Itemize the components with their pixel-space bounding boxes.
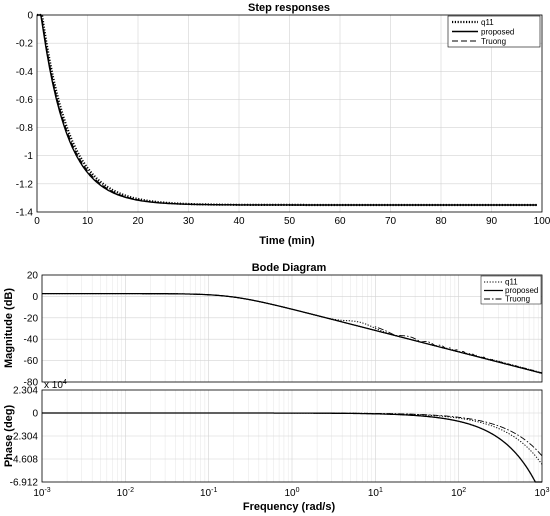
bode-x-tick-label: 102 xyxy=(451,487,466,499)
bode-x-tick-label: 100 xyxy=(284,487,299,499)
magnitude-y-axis-label: Magnitude (dB) xyxy=(3,288,15,368)
phase-exponent-label: x 104 xyxy=(44,379,67,391)
phase-series-line-truong xyxy=(42,412,543,457)
magnitude-y-tick-label: 20 xyxy=(27,271,39,282)
step-x-tick-label: 70 xyxy=(385,216,397,227)
step-x-tick-label: 40 xyxy=(233,216,245,227)
step-x-tick-label: 60 xyxy=(334,216,346,227)
bode-legend-label: proposed xyxy=(505,286,538,295)
step-title: Step responses xyxy=(248,2,330,14)
magnitude-y-tick-label: -20 xyxy=(24,313,39,324)
step-y-tick-label: -0.2 xyxy=(16,39,34,50)
magnitude-axes-box xyxy=(41,274,543,383)
step-x-tick-label: 100 xyxy=(534,216,550,227)
magnitude-series-line-truong xyxy=(42,293,542,374)
phase-y-tick-label: 0 xyxy=(32,409,38,420)
step-legend-label: proposed xyxy=(481,28,514,37)
bode-diagram: Bode Diagram 20 0 -20 -40 -60 -80 Magnitude (… xyxy=(3,262,550,513)
step-y-tick-label: -0.4 xyxy=(16,67,34,78)
step-axes-box xyxy=(36,14,543,213)
bode-x-tick-label: 10-2 xyxy=(117,487,134,499)
step-x-tick-label: 10 xyxy=(82,216,94,227)
bode-title: Bode Diagram xyxy=(252,262,327,274)
bode-x-tick-label: 103 xyxy=(534,487,549,499)
step-response-plot: Step responses 0 10 20 30 40 50 60 70 80 90 100 0 -0… xyxy=(16,2,550,247)
step-y-tick-label: -1.2 xyxy=(16,179,34,190)
step-y-tick-label: -0.6 xyxy=(16,95,34,106)
magnitude-y-tick-label: 0 xyxy=(32,292,38,303)
magnitude-y-tick-label: -40 xyxy=(24,335,39,346)
step-x-tick-label: 30 xyxy=(183,216,195,227)
step-x-tick-label: 90 xyxy=(486,216,498,227)
step-x-tick-label: 0 xyxy=(34,216,40,227)
phase-y-tick-label: -4.608 xyxy=(10,455,39,466)
bode-legend-label: q11 xyxy=(505,278,518,287)
step-legend-label: Truong xyxy=(481,37,506,46)
bode-x-tick-label: 10-1 xyxy=(200,487,217,499)
bode-legend-label: Truong xyxy=(505,295,530,304)
phase-y-tick-label: -2.304 xyxy=(10,432,39,443)
magnitude-y-tick-label: -60 xyxy=(24,356,39,367)
step-series-line-truong xyxy=(37,14,537,206)
bode-x-tick-label: 10-3 xyxy=(33,487,50,499)
bode-x-tick-label: 101 xyxy=(368,487,383,499)
step-x-tick-label: 80 xyxy=(435,216,447,227)
step-x-tick-label: 20 xyxy=(132,216,144,227)
step-y-tick-label: -0.8 xyxy=(16,123,34,134)
step-legend-label: q11 xyxy=(481,18,494,27)
step-x-axis-label: Time (min) xyxy=(259,235,315,247)
step-y-tick-label: -1 xyxy=(24,151,33,162)
step-y-tick-label: 0 xyxy=(27,11,33,22)
bode-x-axis-label: Frequency (rad/s) xyxy=(243,501,336,513)
phase-axes-box xyxy=(41,389,543,483)
magnitude-y-tick-label: -80 xyxy=(24,378,39,389)
step-x-tick-label: 50 xyxy=(284,216,296,227)
phase-y-axis-label: Phase (deg) xyxy=(3,404,15,467)
phase-y-tick-label: -6.912 xyxy=(10,478,39,489)
phase-y-tick-label: 2.304 xyxy=(13,386,38,397)
step-y-tick-label: -1.4 xyxy=(16,208,34,219)
